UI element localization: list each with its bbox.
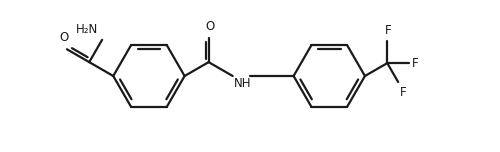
Text: F: F: [400, 86, 407, 99]
Text: NH: NH: [234, 77, 251, 90]
Text: F: F: [412, 57, 418, 70]
Text: O: O: [60, 31, 68, 44]
Text: O: O: [205, 20, 214, 33]
Text: F: F: [385, 24, 392, 37]
Text: H₂N: H₂N: [76, 23, 98, 36]
